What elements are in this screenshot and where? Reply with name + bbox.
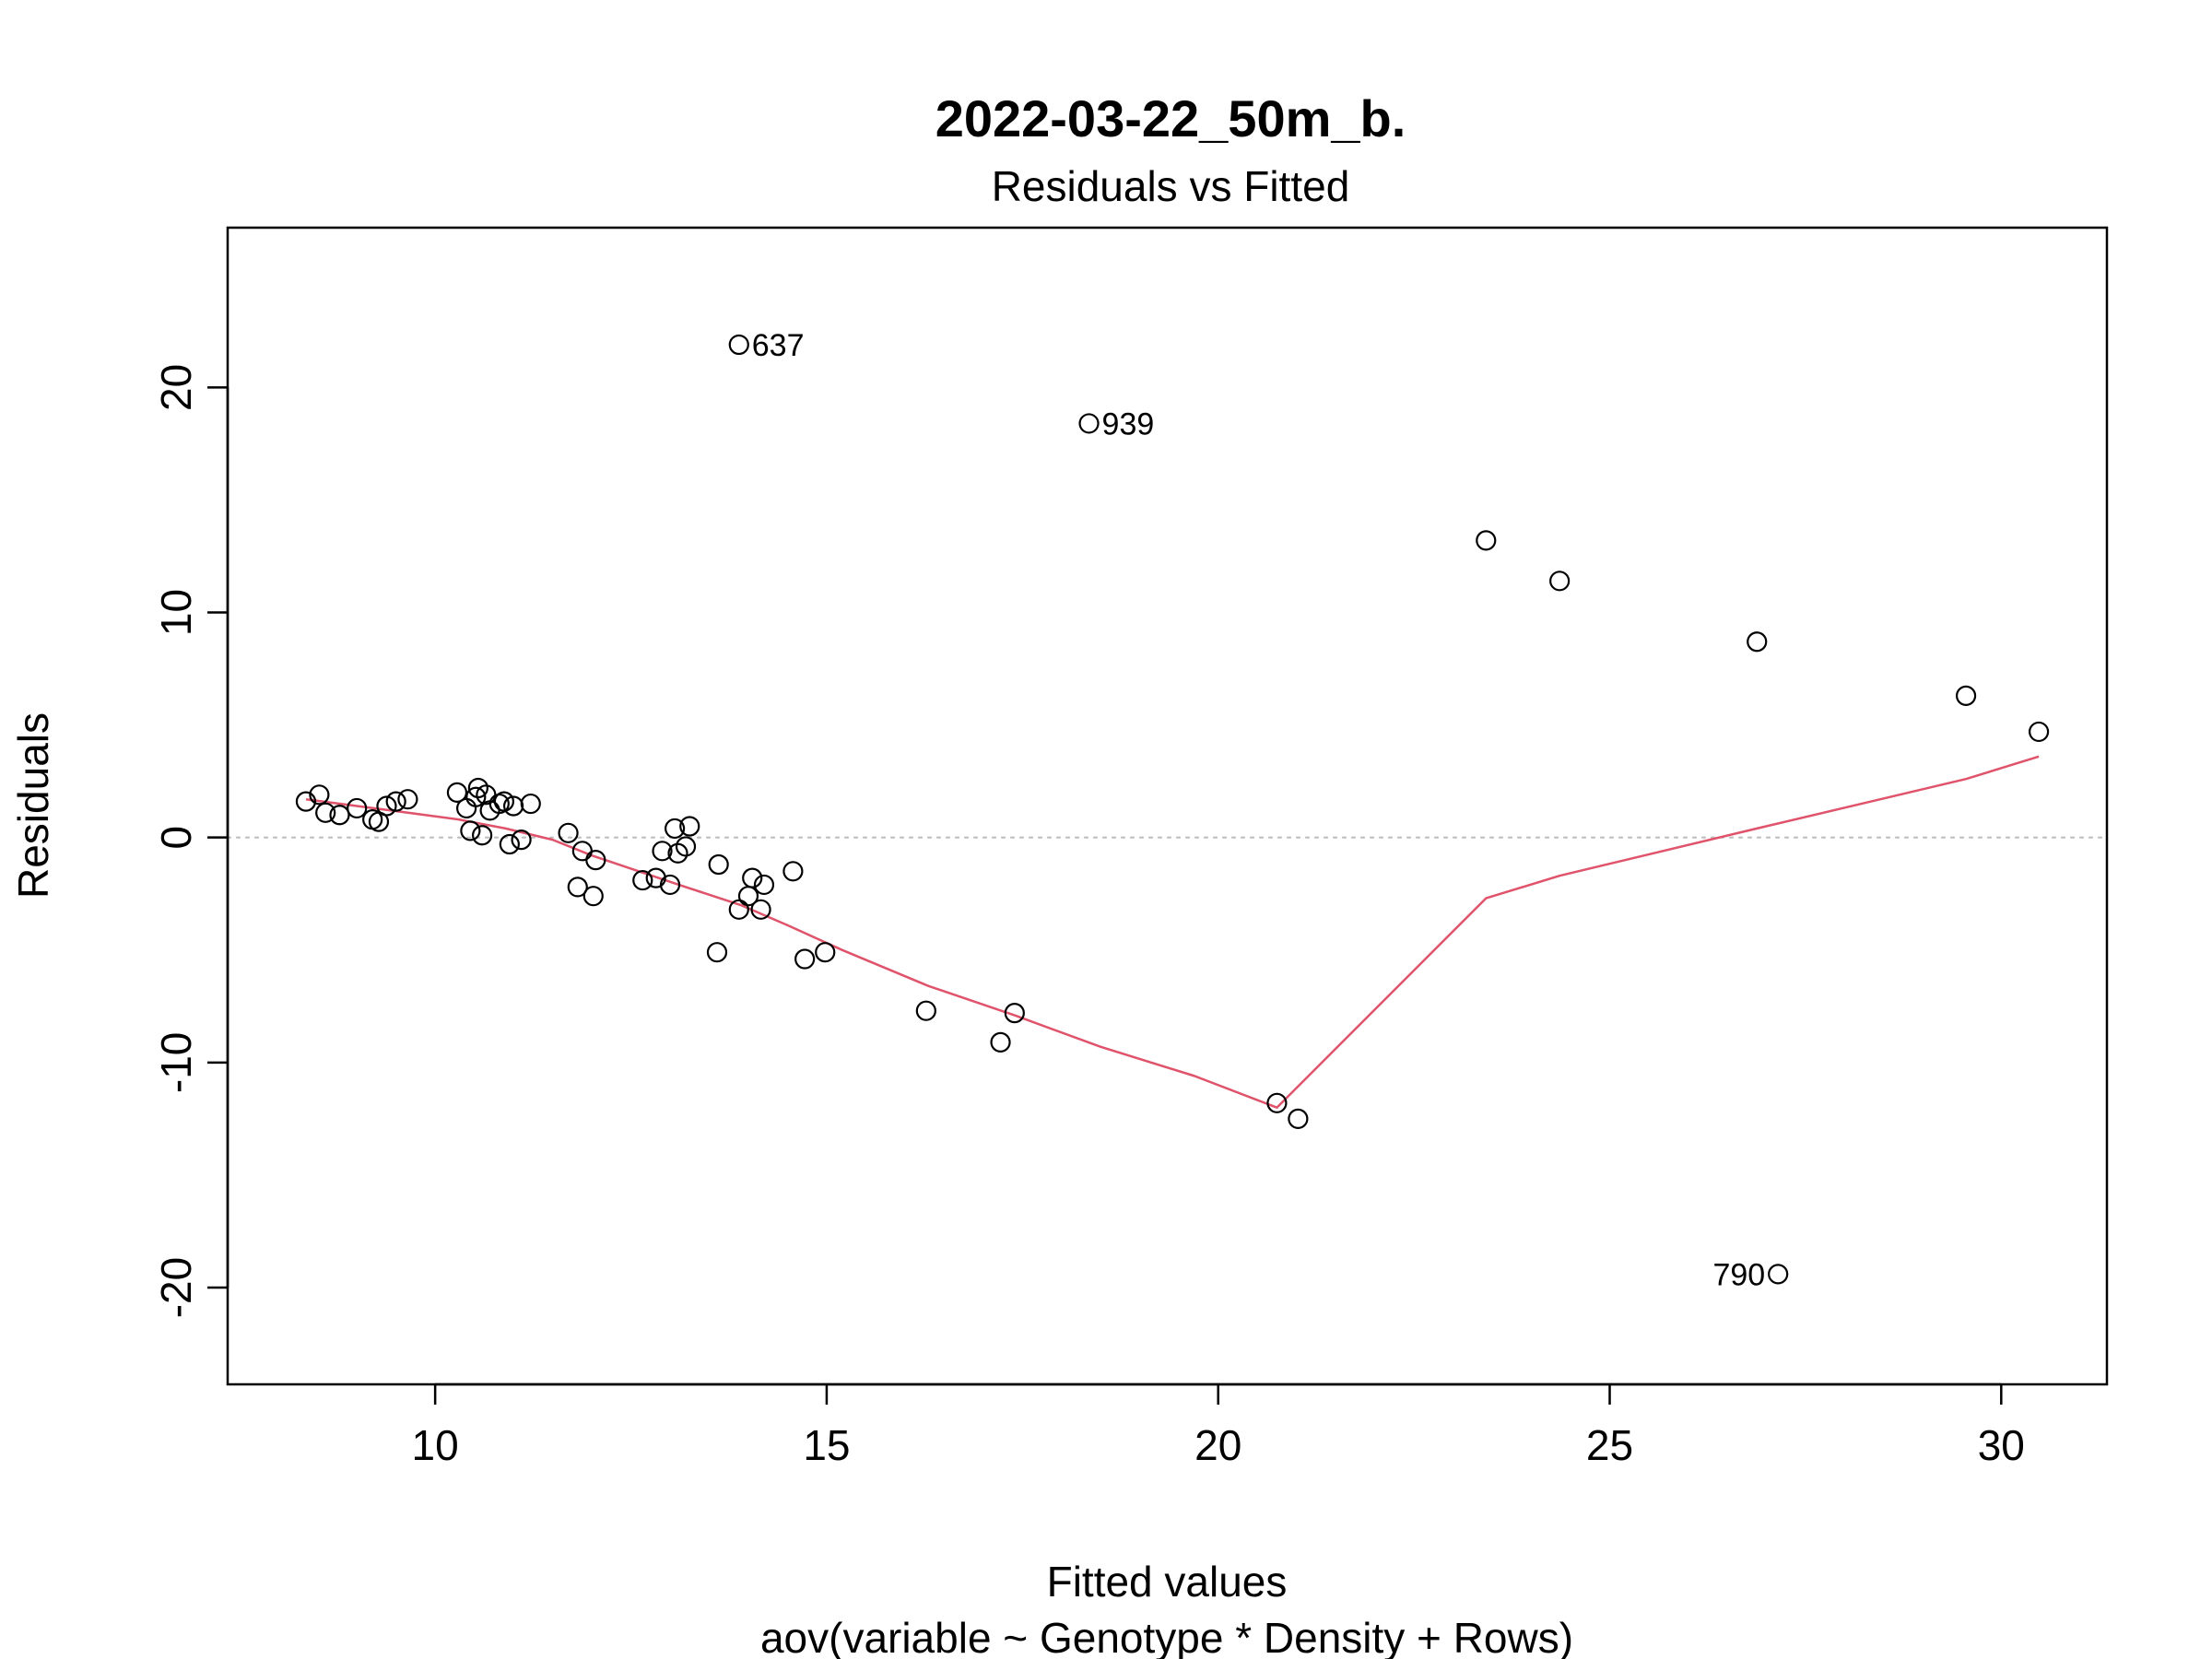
- residual-point: [706, 942, 728, 963]
- y-axis-label: Residuals: [9, 712, 57, 899]
- residual-point: [347, 797, 368, 819]
- residual-point: [2028, 721, 2050, 743]
- residual-point: [309, 784, 330, 806]
- residual-point: [1288, 1108, 1309, 1129]
- residual-point: [652, 841, 673, 862]
- point-label: 939: [1102, 406, 1155, 441]
- plot-frame: [226, 226, 2109, 1386]
- residual-point: [665, 818, 686, 840]
- residual-point: [794, 948, 816, 970]
- residual-point: [728, 334, 749, 356]
- residual-point: [1955, 685, 1977, 706]
- residual-point: [667, 842, 688, 864]
- residual-point: [585, 849, 606, 871]
- residual-point: [915, 1000, 936, 1021]
- residual-point: [385, 791, 406, 812]
- residual-point: [465, 786, 487, 807]
- residual-point: [467, 777, 488, 799]
- x-tick-label: 15: [803, 1421, 850, 1469]
- residual-point: [1768, 1264, 1789, 1285]
- chart-subtitle: Residuals vs Fitted: [992, 162, 1350, 210]
- residual-point: [742, 867, 763, 888]
- x-tick-label: 25: [1586, 1421, 1633, 1469]
- x-tick-label: 20: [1194, 1421, 1241, 1469]
- y-tick-label: 20: [152, 364, 200, 411]
- y-tick-label: 10: [152, 589, 200, 636]
- residual-point: [582, 886, 604, 907]
- residual-point: [397, 789, 418, 810]
- residual-point: [511, 830, 532, 851]
- residual-point: [315, 802, 336, 823]
- residual-point: [728, 899, 749, 920]
- residual-point: [567, 877, 588, 898]
- y-tick-label: 0: [152, 826, 200, 850]
- residual-point: [782, 861, 804, 882]
- residual-point: [750, 899, 771, 920]
- residual-point: [558, 822, 579, 843]
- x-tick-label: 30: [1978, 1421, 2025, 1469]
- smooth-trend-line: [305, 755, 2040, 1109]
- residual-point: [659, 874, 681, 896]
- residual-point: [329, 805, 350, 826]
- residual-point: [1549, 571, 1571, 592]
- residual-point: [1004, 1003, 1025, 1024]
- residual-point: [708, 853, 729, 876]
- residual-point: [520, 793, 541, 815]
- residual-point: [493, 791, 515, 812]
- point-label: 790: [1712, 1257, 1765, 1292]
- x-axis-label: Fitted values: [1047, 1558, 1288, 1606]
- residual-point: [295, 791, 317, 812]
- residual-point: [446, 782, 468, 803]
- residual-point: [632, 869, 653, 891]
- residual-point: [990, 1031, 1011, 1053]
- residual-point: [1266, 1092, 1288, 1113]
- residual-point: [1747, 631, 1768, 653]
- residual-point: [460, 820, 481, 841]
- residual-point: [1078, 413, 1100, 434]
- residual-point: [376, 795, 397, 817]
- residual-point: [675, 836, 697, 857]
- residual-point: [472, 825, 493, 846]
- residual-point: [815, 942, 836, 963]
- y-tick-label: -10: [152, 1032, 200, 1093]
- residual-point: [499, 833, 520, 855]
- residual-point: [753, 874, 775, 896]
- y-tick-label: -20: [152, 1257, 200, 1318]
- point-label: 637: [752, 328, 805, 363]
- residual-point: [679, 816, 700, 837]
- x-axis-label-model: aov(variable ~ Genotype * Density + Rows…: [760, 1614, 1573, 1659]
- chart-title: 2022-03-22_50m_b.: [935, 89, 1406, 147]
- residual-point: [1476, 530, 1497, 551]
- x-tick-label: 10: [412, 1421, 459, 1469]
